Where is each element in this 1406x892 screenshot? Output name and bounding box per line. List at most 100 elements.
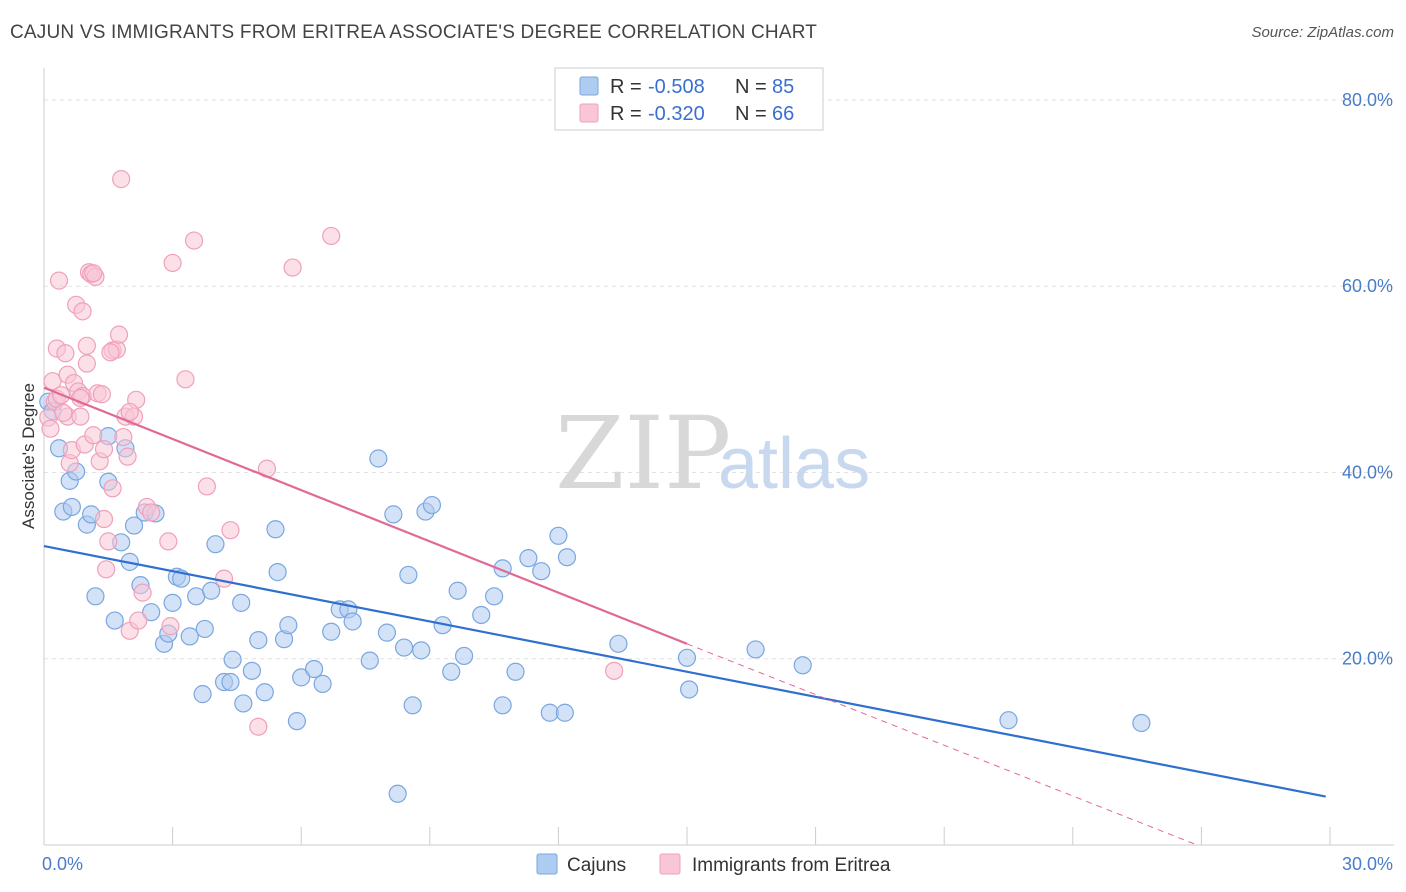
- point-cajuns: [680, 680, 699, 699]
- point-cajuns: [255, 683, 274, 702]
- point-cajuns: [485, 587, 504, 606]
- point-cajuns: [422, 495, 442, 515]
- legend-r-label-1: R =: [610, 76, 642, 98]
- point-eritrea: [97, 560, 116, 579]
- trend-layer: [43, 386, 1326, 846]
- point-eritrea: [283, 258, 302, 277]
- point-eritrea: [109, 325, 129, 344]
- point-cajuns: [549, 526, 568, 545]
- legend-swatch-eritrea: [579, 103, 599, 123]
- legend-n-value-1: 85: [772, 76, 794, 98]
- point-cajuns: [343, 612, 362, 631]
- y-axis-label: Associate's Degree: [19, 383, 38, 529]
- point-cajuns: [292, 668, 311, 687]
- point-cajuns: [86, 587, 105, 606]
- point-eritrea: [221, 521, 240, 540]
- point-cajuns: [677, 648, 697, 667]
- point-eritrea: [184, 231, 204, 250]
- bottom-legend-swatch-eritrea: [659, 853, 681, 875]
- point-cajuns: [442, 662, 461, 681]
- point-eritrea: [214, 569, 234, 588]
- point-eritrea: [120, 402, 139, 422]
- legend-r-value-1: -0.508: [648, 76, 705, 98]
- point-cajuns: [242, 661, 262, 680]
- legend-swatch-cajuns: [579, 76, 599, 96]
- legend-n-label-2: N =: [735, 103, 767, 125]
- trendline-cajuns: [43, 544, 1326, 798]
- legend: R = -0.508 N = 85 R = -0.320 N = 66: [554, 67, 824, 131]
- point-cajuns: [142, 603, 161, 622]
- point-cajuns: [232, 593, 251, 612]
- point-eritrea: [84, 426, 103, 445]
- point-cajuns: [163, 593, 182, 612]
- x-tick-label: 0.0%: [42, 854, 83, 874]
- point-eritrea: [249, 717, 268, 736]
- point-cajuns: [234, 694, 253, 713]
- point-eritrea: [71, 407, 90, 426]
- point-eritrea: [54, 403, 73, 422]
- legend-n-value-2: 66: [772, 103, 794, 125]
- chart-source: Source: ZipAtlas.com: [1251, 24, 1394, 41]
- point-cajuns: [493, 696, 512, 715]
- point-cajuns: [399, 565, 418, 585]
- point-eritrea: [99, 532, 118, 551]
- point-cajuns: [746, 640, 765, 659]
- point-eritrea: [94, 440, 114, 459]
- legend-r-value-2: -0.320: [648, 103, 705, 125]
- point-eritrea: [129, 611, 148, 630]
- point-eritrea: [197, 477, 216, 496]
- point-cajuns: [223, 650, 242, 669]
- x-tick-label: 30.0%: [1342, 854, 1393, 874]
- point-cajuns: [279, 616, 298, 635]
- point-eritrea: [41, 419, 60, 438]
- point-cajuns: [519, 549, 538, 568]
- point-cajuns: [472, 605, 491, 625]
- point-cajuns: [268, 563, 287, 582]
- point-cajuns: [448, 581, 467, 600]
- y-tick-label: 80.0%: [1342, 90, 1393, 110]
- point-cajuns: [388, 784, 407, 803]
- point-cajuns: [62, 497, 81, 517]
- point-cajuns: [609, 634, 628, 653]
- legend-r-label-2: R =: [610, 103, 642, 125]
- point-eritrea: [103, 479, 122, 498]
- point-cajuns: [1132, 713, 1151, 733]
- point-cajuns: [412, 641, 431, 660]
- points-layer: [39, 170, 1151, 803]
- legend-n-label-1: N =: [735, 76, 767, 98]
- watermark-atlas: atlas: [718, 424, 870, 504]
- point-cajuns: [287, 712, 307, 731]
- point-cajuns: [193, 685, 212, 704]
- point-eritrea: [77, 336, 96, 355]
- chart-title: CAJUN VS IMMIGRANTS FROM ERITREA ASSOCIA…: [10, 22, 818, 43]
- point-cajuns: [313, 674, 332, 693]
- point-cajuns: [377, 623, 397, 642]
- point-cajuns: [322, 622, 341, 641]
- point-cajuns: [195, 619, 214, 639]
- point-eritrea: [322, 226, 341, 246]
- trendline-eritrea: [43, 386, 688, 645]
- point-eritrea: [92, 385, 111, 404]
- point-cajuns: [369, 449, 388, 468]
- point-eritrea: [49, 271, 69, 290]
- point-eritrea: [43, 372, 62, 391]
- point-cajuns: [394, 638, 414, 657]
- point-cajuns: [454, 646, 474, 666]
- point-cajuns: [206, 535, 225, 554]
- point-cajuns: [999, 711, 1018, 730]
- axes: [43, 68, 1394, 846]
- point-eritrea: [605, 661, 624, 680]
- y-tick-label: 60.0%: [1342, 276, 1393, 296]
- point-cajuns: [555, 703, 574, 722]
- point-cajuns: [124, 516, 144, 535]
- gridlines: [44, 99, 1394, 660]
- point-cajuns: [304, 659, 324, 679]
- watermark-zip: ZIP: [555, 395, 731, 512]
- point-cajuns: [180, 627, 199, 646]
- point-cajuns: [221, 672, 240, 692]
- legend-box: [554, 67, 824, 131]
- point-eritrea: [56, 344, 75, 363]
- point-cajuns: [202, 581, 221, 600]
- point-eritrea: [73, 302, 92, 321]
